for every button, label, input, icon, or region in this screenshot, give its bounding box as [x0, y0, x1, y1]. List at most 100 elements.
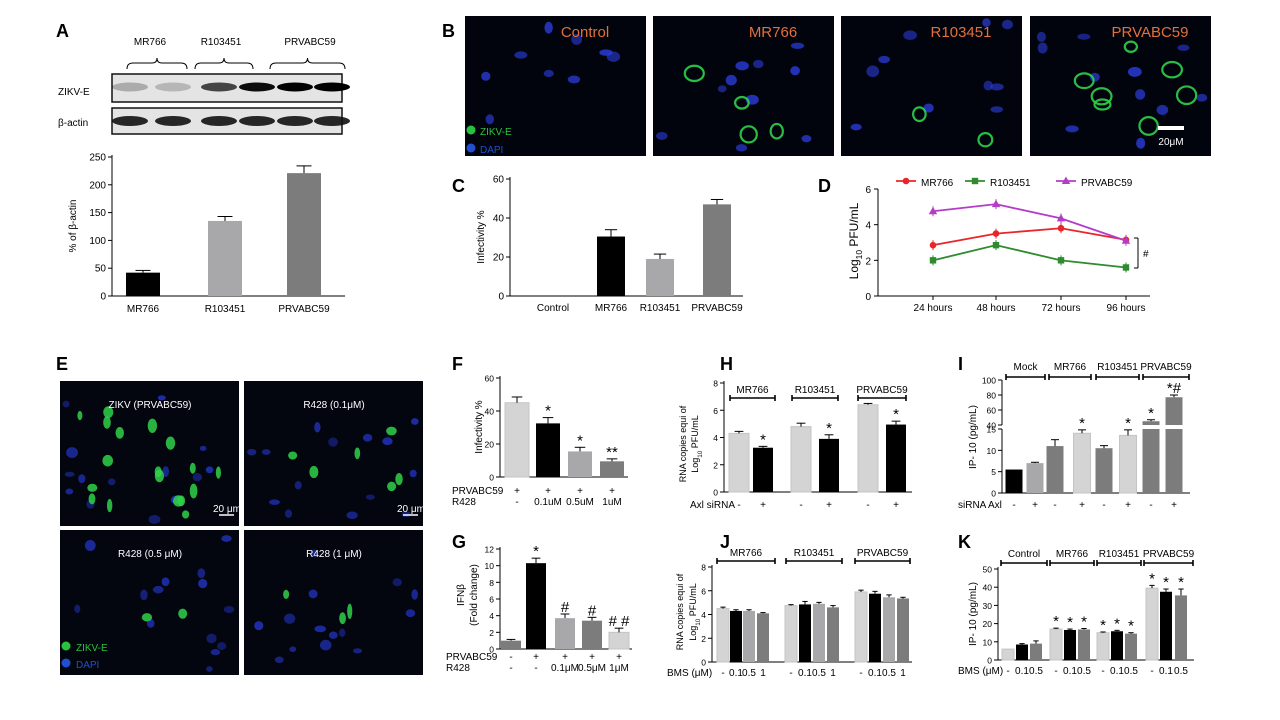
dapi-nucleus	[192, 473, 203, 482]
x-row-label: siRNA Axl	[958, 500, 1002, 511]
dapi-nucleus	[157, 395, 166, 401]
sig-mark: *	[1067, 614, 1073, 631]
row-label: PRVABC59	[452, 486, 504, 497]
micrograph-label: R428 (1 μM)	[306, 549, 362, 560]
zikv-e-signal	[912, 106, 927, 123]
zikv-e-signal	[215, 466, 221, 479]
x-row-value: -	[789, 668, 792, 679]
zikv-e-band	[314, 82, 350, 92]
row-label: R428	[452, 497, 476, 508]
y-tick-label: 5	[991, 467, 996, 477]
dapi-nucleus	[210, 649, 221, 656]
sig-mark: **	[606, 444, 618, 461]
dapi-nucleus	[66, 447, 79, 459]
dapi-nucleus	[656, 131, 668, 140]
dapi-nucleus	[198, 578, 208, 589]
zikv-e-signal	[189, 462, 196, 474]
micrograph-1	[653, 16, 834, 156]
bar-upper	[1142, 421, 1160, 425]
bar	[1119, 434, 1137, 494]
zikv-e-signal	[283, 589, 290, 600]
zikv-e-signal	[102, 454, 114, 467]
bar	[854, 591, 868, 663]
label-part: PFU/mL	[688, 583, 698, 619]
zikv-e-signal	[87, 483, 98, 492]
dapi-nucleus	[923, 103, 934, 113]
panel-letter-e: E	[56, 354, 68, 374]
x-row-value: +	[1171, 500, 1177, 511]
panel-letter-a: A	[56, 21, 69, 41]
dapi-nucleus	[790, 42, 805, 49]
group-label: PRVABC59	[1140, 362, 1192, 373]
dapi-nucleus	[1037, 42, 1048, 54]
bar	[857, 404, 879, 493]
dapi-nucleus	[353, 648, 363, 654]
dapi-nucleus	[1196, 93, 1208, 102]
dapi-nucleus	[314, 422, 321, 433]
zikv-e-band	[239, 82, 275, 92]
y-tick-label: 100	[982, 376, 996, 386]
dapi-nucleus	[753, 59, 764, 69]
x-row-value: 0.1	[729, 668, 743, 679]
zikv-e-signal	[1161, 60, 1184, 79]
group-label: Mock	[1014, 362, 1039, 373]
y-axis-label: % of β-actin	[68, 200, 79, 253]
y-tick-label: 6	[489, 595, 494, 605]
bar	[501, 640, 521, 649]
group-label: MR766	[1054, 362, 1087, 373]
panel-letter-d: D	[818, 176, 831, 196]
sig-mark: #	[588, 602, 597, 619]
y-axis-label: RNA copies equi of	[675, 573, 685, 650]
bar	[886, 424, 906, 492]
dapi-nucleus	[571, 33, 583, 45]
sig-mark: *	[1178, 574, 1184, 591]
bar	[600, 461, 624, 477]
bar	[1046, 446, 1064, 493]
y-axis-label: Log10 PFU/mL	[847, 202, 864, 279]
zikv-e-signal	[181, 510, 190, 519]
panel-letter-b: B	[442, 21, 455, 41]
bar	[1095, 448, 1113, 493]
y-tick-label: 0	[100, 292, 106, 303]
bar	[287, 173, 321, 296]
group-label: PRVABC59	[857, 548, 909, 559]
blot-group-brace	[194, 57, 254, 70]
legend-dot-dapi	[61, 658, 71, 668]
y-tick-label: 250	[89, 153, 106, 164]
sig-mark: #	[1143, 249, 1149, 260]
dapi-nucleus	[990, 83, 1004, 91]
x-row-value: +	[893, 500, 899, 511]
dapi-nucleus	[990, 106, 1004, 113]
x-row-value: -	[799, 500, 802, 511]
panel-k: 0 10 20 30 40 50 * * * * * * * * * Control MR766 R103451 P…	[958, 549, 1195, 677]
dapi-nucleus	[878, 55, 890, 64]
dapi-nucleus	[308, 589, 318, 599]
row-value: +	[616, 652, 622, 663]
zikv-e-signal	[106, 498, 113, 513]
zikv-e-signal	[395, 473, 403, 486]
actin-band	[155, 116, 191, 126]
actin-band	[112, 116, 148, 126]
bar	[1142, 429, 1160, 493]
bar	[597, 236, 625, 296]
x-row-value: 0.1	[1063, 666, 1077, 677]
x-row-value: -	[1053, 500, 1056, 511]
sig-mark: *	[1081, 614, 1087, 631]
bar-upper	[1165, 397, 1183, 425]
blot-group-brace	[126, 57, 188, 70]
dapi-nucleus	[328, 437, 338, 447]
row-value: +	[545, 486, 551, 497]
panel-d: 0 2 4 6 24 hours 48 hours 72 hours 96 hours Log1…	[847, 176, 1150, 314]
sig-mark: *	[1114, 615, 1120, 632]
y-tick-label: 60	[493, 175, 505, 186]
scale-label: 20μM	[1158, 137, 1183, 148]
legend-label-zikv: ZIKV-E	[76, 643, 108, 654]
sig-mark: *	[1148, 405, 1154, 422]
dapi-nucleus	[294, 481, 302, 490]
sig-mark: *	[1128, 618, 1134, 635]
zikv-e-signal	[165, 436, 176, 450]
dapi-nucleus	[1177, 44, 1190, 51]
bar	[1175, 595, 1187, 660]
row-label: R428	[446, 663, 470, 674]
y-tick-label: 50	[983, 565, 993, 575]
